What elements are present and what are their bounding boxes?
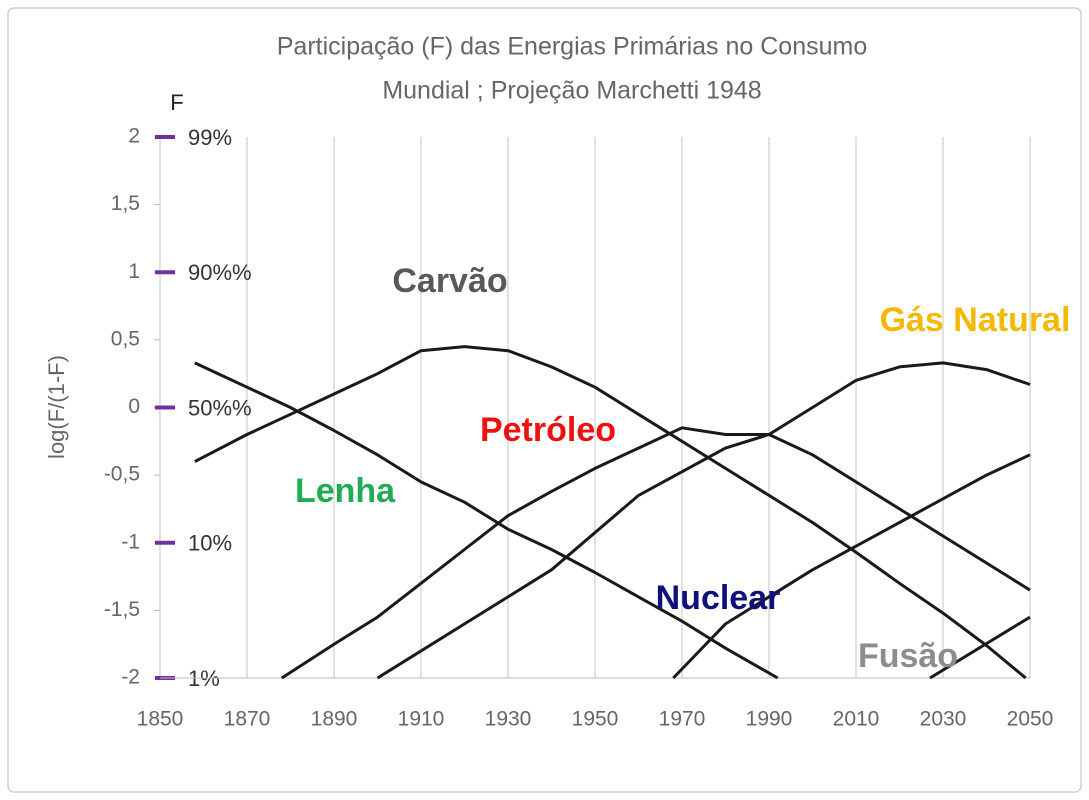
series-label: Fusão: [858, 637, 958, 675]
y-tick-label: 1,5: [111, 192, 140, 215]
x-tick-label: 2010: [833, 708, 880, 731]
chart-title: Mundial ; Projeção Marchetti 1948: [382, 77, 761, 105]
series-line: [280, 426, 1031, 680]
chart-title: Participação (F) das Energias Primárias …: [277, 33, 868, 61]
f-axis-label: F: [170, 90, 183, 115]
f-tick-label: 10%: [188, 531, 232, 556]
x-tick-label: 1890: [311, 708, 358, 731]
y-tick-label: -2: [121, 666, 140, 689]
x-tick-label: 2050: [1007, 708, 1054, 731]
y-axis-label: log(F/(1-F): [44, 355, 69, 459]
y-tick-label: 1: [128, 260, 140, 283]
f-tick-label: 99%: [188, 125, 232, 150]
f-tick-label: 50%%: [188, 395, 252, 420]
y-tick-label: 0: [128, 395, 140, 418]
x-tick-label: 1930: [485, 708, 532, 731]
series-label: Nuclear: [656, 579, 781, 617]
series-label: Carvão: [392, 262, 507, 300]
y-tick-label: 2: [128, 125, 140, 148]
series-line: [194, 345, 1027, 680]
series-label: Gás Natural: [880, 301, 1071, 339]
x-tick-label: 1850: [137, 708, 184, 731]
x-tick-label: 1970: [659, 708, 706, 731]
y-tick-label: -1: [121, 530, 140, 553]
series-label: Petróleo: [480, 411, 616, 449]
x-tick-label: 2030: [920, 708, 967, 731]
x-tick-label: 1910: [398, 708, 445, 731]
y-tick-label: -1,5: [104, 598, 140, 621]
series-label: Lenha: [295, 472, 396, 510]
x-tick-label: 1870: [224, 708, 271, 731]
x-tick-label: 1950: [572, 708, 619, 731]
x-tick-label: 1990: [746, 708, 793, 731]
frame: [7, 7, 1082, 793]
f-tick-label: 90%%: [188, 260, 252, 285]
series-line: [376, 361, 1031, 680]
y-tick-label: -0,5: [104, 463, 140, 486]
series-line: [929, 615, 1031, 680]
series-line: [672, 453, 1031, 680]
y-tick-label: 0,5: [111, 327, 140, 350]
